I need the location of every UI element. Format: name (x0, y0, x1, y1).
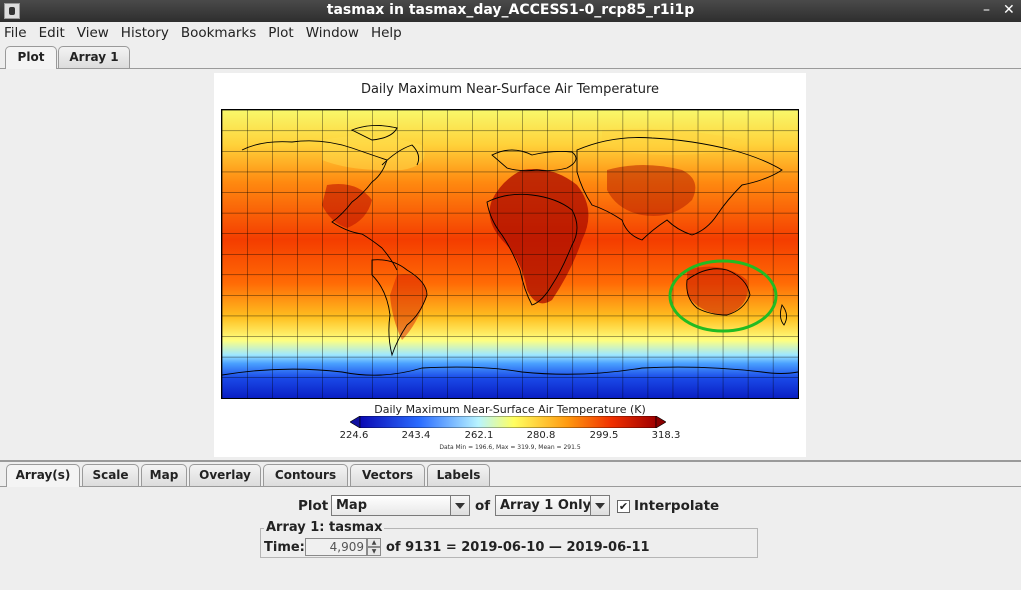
tab-plot[interactable]: Plot (5, 46, 57, 69)
menu-view[interactable]: View (76, 25, 109, 41)
plot-label: Plot (298, 498, 329, 514)
title-bar: tasmax in tasmax_day_ACCESS1-0_rcp85_r1i… (0, 0, 1021, 22)
menu-plot[interactable]: Plot (268, 25, 294, 41)
colorbar-title: Daily Maximum Near-Surface Air Temperatu… (374, 403, 646, 416)
plot-panel: Daily Maximum Near-Surface Air Temperatu… (214, 73, 806, 457)
colorbar-tick: 262.1 (464, 430, 494, 441)
interpolate-label: Interpolate (634, 498, 720, 514)
main-tabs: Plot Array 1 (0, 44, 1021, 69)
temperature-map (221, 109, 799, 399)
minimize-button[interactable]: – (983, 2, 990, 18)
menu-history[interactable]: History (120, 25, 169, 41)
array-select[interactable]: Array 1 Only (495, 495, 610, 516)
map-image (222, 110, 798, 398)
menu-window[interactable]: Window (305, 25, 359, 41)
window-title: tasmax in tasmax_day_ACCESS1-0_rcp85_r1i… (326, 2, 695, 18)
tab-array-1[interactable]: Array 1 (58, 46, 130, 68)
interpolate-checkbox[interactable]: ✔ (617, 500, 630, 513)
tab-arrays[interactable]: Array(s) (6, 464, 80, 487)
panel-splitter[interactable] (0, 460, 1021, 462)
tab-labels[interactable]: Labels (427, 464, 490, 486)
plot-title: Daily Maximum Near-Surface Air Temperatu… (360, 82, 660, 97)
menu-bar: File Edit View History Bookmarks Plot Window He… (0, 22, 1021, 43)
array-group-label: Array 1: tasmax (264, 520, 385, 535)
of-label: of (475, 498, 491, 514)
time-decrement-button[interactable]: ▼ (367, 547, 381, 556)
tab-scale[interactable]: Scale (82, 464, 139, 486)
time-input[interactable] (305, 538, 367, 556)
tab-map[interactable]: Map (141, 464, 187, 486)
menu-edit[interactable]: Edit (38, 25, 65, 41)
highlight-circle (668, 259, 778, 333)
plot-type-value: Map (336, 498, 368, 513)
settings-tabs: Array(s) Scale Map Overlay Contours Vect… (0, 462, 1021, 487)
time-label: Time: (264, 540, 305, 555)
colorbar-tick: 224.6 (339, 430, 369, 441)
array-select-value: Array 1 Only (500, 498, 592, 513)
colorbar (350, 416, 666, 428)
tab-contours[interactable]: Contours (263, 464, 348, 486)
menu-help[interactable]: Help (370, 25, 402, 41)
colorbar-tick: 243.4 (401, 430, 431, 441)
time-stepper: ▲ ▼ (305, 538, 381, 556)
menu-file[interactable]: File (4, 25, 27, 41)
colorbar-tick: 299.5 (589, 430, 619, 441)
tab-overlay[interactable]: Overlay (189, 464, 261, 486)
colorbar-tick: 318.3 (651, 430, 681, 441)
menu-bookmarks[interactable]: Bookmarks (180, 25, 257, 41)
data-stats: Data Min = 196.6, Max = 319.9, Mean = 29… (439, 444, 581, 451)
chevron-down-icon (590, 496, 609, 515)
time-info: of 9131 = 2019-06-10 — 2019-06-11 (386, 540, 650, 555)
app-icon (4, 3, 20, 19)
time-increment-button[interactable]: ▲ (367, 538, 381, 547)
array-group-box (260, 528, 758, 558)
chevron-down-icon (450, 496, 469, 515)
plot-type-select[interactable]: Map (331, 495, 470, 516)
tab-vectors[interactable]: Vectors (350, 464, 425, 486)
close-button[interactable]: ✕ (1003, 2, 1015, 18)
colorbar-tick: 280.8 (526, 430, 556, 441)
